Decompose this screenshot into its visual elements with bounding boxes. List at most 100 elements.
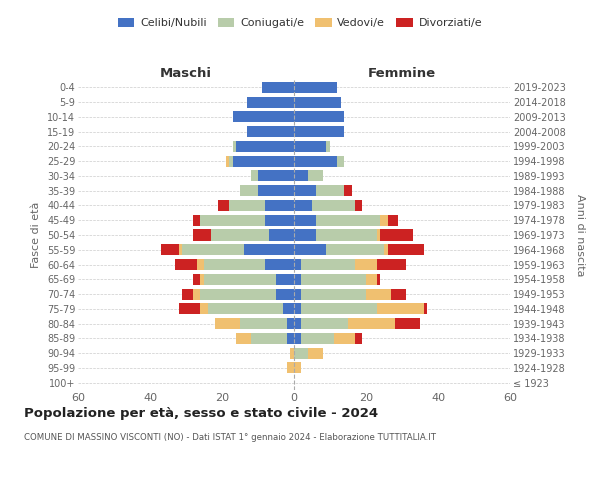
Bar	[218, 200, 229, 211]
Bar	[193, 274, 200, 285]
Bar	[355, 333, 362, 344]
Bar	[294, 170, 308, 181]
Bar	[251, 333, 287, 344]
Bar	[312, 200, 355, 211]
Bar	[236, 141, 294, 152]
Bar	[316, 185, 344, 196]
Bar	[294, 96, 341, 108]
Bar	[337, 156, 344, 166]
Bar	[229, 156, 233, 166]
Bar	[200, 274, 204, 285]
Bar	[258, 185, 294, 196]
Bar	[229, 200, 265, 211]
Bar	[391, 288, 406, 300]
Bar	[294, 141, 326, 152]
Bar	[182, 244, 244, 256]
Bar	[269, 230, 294, 240]
Bar	[193, 214, 200, 226]
Bar	[193, 288, 200, 300]
Bar	[377, 274, 380, 285]
Bar	[326, 244, 384, 256]
Bar	[377, 304, 424, 314]
Bar	[226, 156, 229, 166]
Bar	[236, 333, 251, 344]
Bar	[265, 259, 294, 270]
Bar	[179, 244, 182, 256]
Bar	[388, 214, 398, 226]
Bar	[283, 304, 294, 314]
Bar	[265, 214, 294, 226]
Bar	[197, 259, 204, 270]
Bar	[388, 244, 424, 256]
Bar	[265, 200, 294, 211]
Bar	[377, 230, 380, 240]
Bar	[294, 230, 316, 240]
Bar	[240, 318, 287, 329]
Bar	[377, 259, 406, 270]
Bar	[276, 288, 294, 300]
Bar	[233, 156, 294, 166]
Bar	[200, 288, 276, 300]
Bar	[316, 214, 380, 226]
Bar	[200, 304, 208, 314]
Bar	[380, 230, 413, 240]
Bar	[294, 362, 301, 374]
Bar	[287, 318, 294, 329]
Bar	[215, 318, 240, 329]
Bar	[294, 126, 344, 137]
Bar	[301, 333, 334, 344]
Bar	[294, 333, 301, 344]
Bar	[175, 259, 197, 270]
Bar	[294, 112, 344, 122]
Bar	[301, 274, 366, 285]
Bar	[262, 82, 294, 93]
Bar	[204, 274, 276, 285]
Bar	[211, 230, 269, 240]
Bar	[182, 288, 193, 300]
Bar	[301, 304, 377, 314]
Bar	[294, 156, 337, 166]
Bar	[380, 214, 388, 226]
Bar	[244, 244, 294, 256]
Bar	[294, 200, 312, 211]
Bar	[294, 318, 301, 329]
Bar	[308, 348, 323, 358]
Bar	[200, 214, 265, 226]
Bar	[247, 96, 294, 108]
Bar	[247, 126, 294, 137]
Bar	[384, 244, 388, 256]
Bar	[294, 259, 301, 270]
Y-axis label: Anni di nascita: Anni di nascita	[575, 194, 585, 276]
Bar	[355, 259, 377, 270]
Bar	[258, 170, 294, 181]
Bar	[193, 230, 211, 240]
Bar	[424, 304, 427, 314]
Bar	[276, 274, 294, 285]
Legend: Celibi/Nubili, Coniugati/e, Vedovi/e, Divorziati/e: Celibi/Nubili, Coniugati/e, Vedovi/e, Di…	[113, 13, 487, 32]
Text: COMUNE DI MASSINO VISCONTI (NO) - Dati ISTAT 1° gennaio 2024 - Elaborazione TUTT: COMUNE DI MASSINO VISCONTI (NO) - Dati I…	[24, 432, 436, 442]
Bar	[179, 304, 200, 314]
Bar	[348, 318, 395, 329]
Bar	[287, 333, 294, 344]
Bar	[290, 348, 294, 358]
Bar	[233, 112, 294, 122]
Bar	[395, 318, 420, 329]
Bar	[334, 333, 355, 344]
Bar	[294, 82, 337, 93]
Bar	[251, 170, 258, 181]
Bar	[294, 288, 301, 300]
Text: Popolazione per età, sesso e stato civile - 2024: Popolazione per età, sesso e stato civil…	[24, 408, 378, 420]
Bar	[301, 318, 348, 329]
Bar	[294, 214, 316, 226]
Bar	[208, 304, 283, 314]
Bar	[294, 348, 308, 358]
Bar	[301, 288, 366, 300]
Bar	[355, 200, 362, 211]
Bar	[161, 244, 179, 256]
Y-axis label: Fasce di età: Fasce di età	[31, 202, 41, 268]
Bar	[287, 362, 294, 374]
Bar	[204, 259, 265, 270]
Bar	[233, 141, 236, 152]
Bar	[301, 259, 355, 270]
Bar	[294, 244, 326, 256]
